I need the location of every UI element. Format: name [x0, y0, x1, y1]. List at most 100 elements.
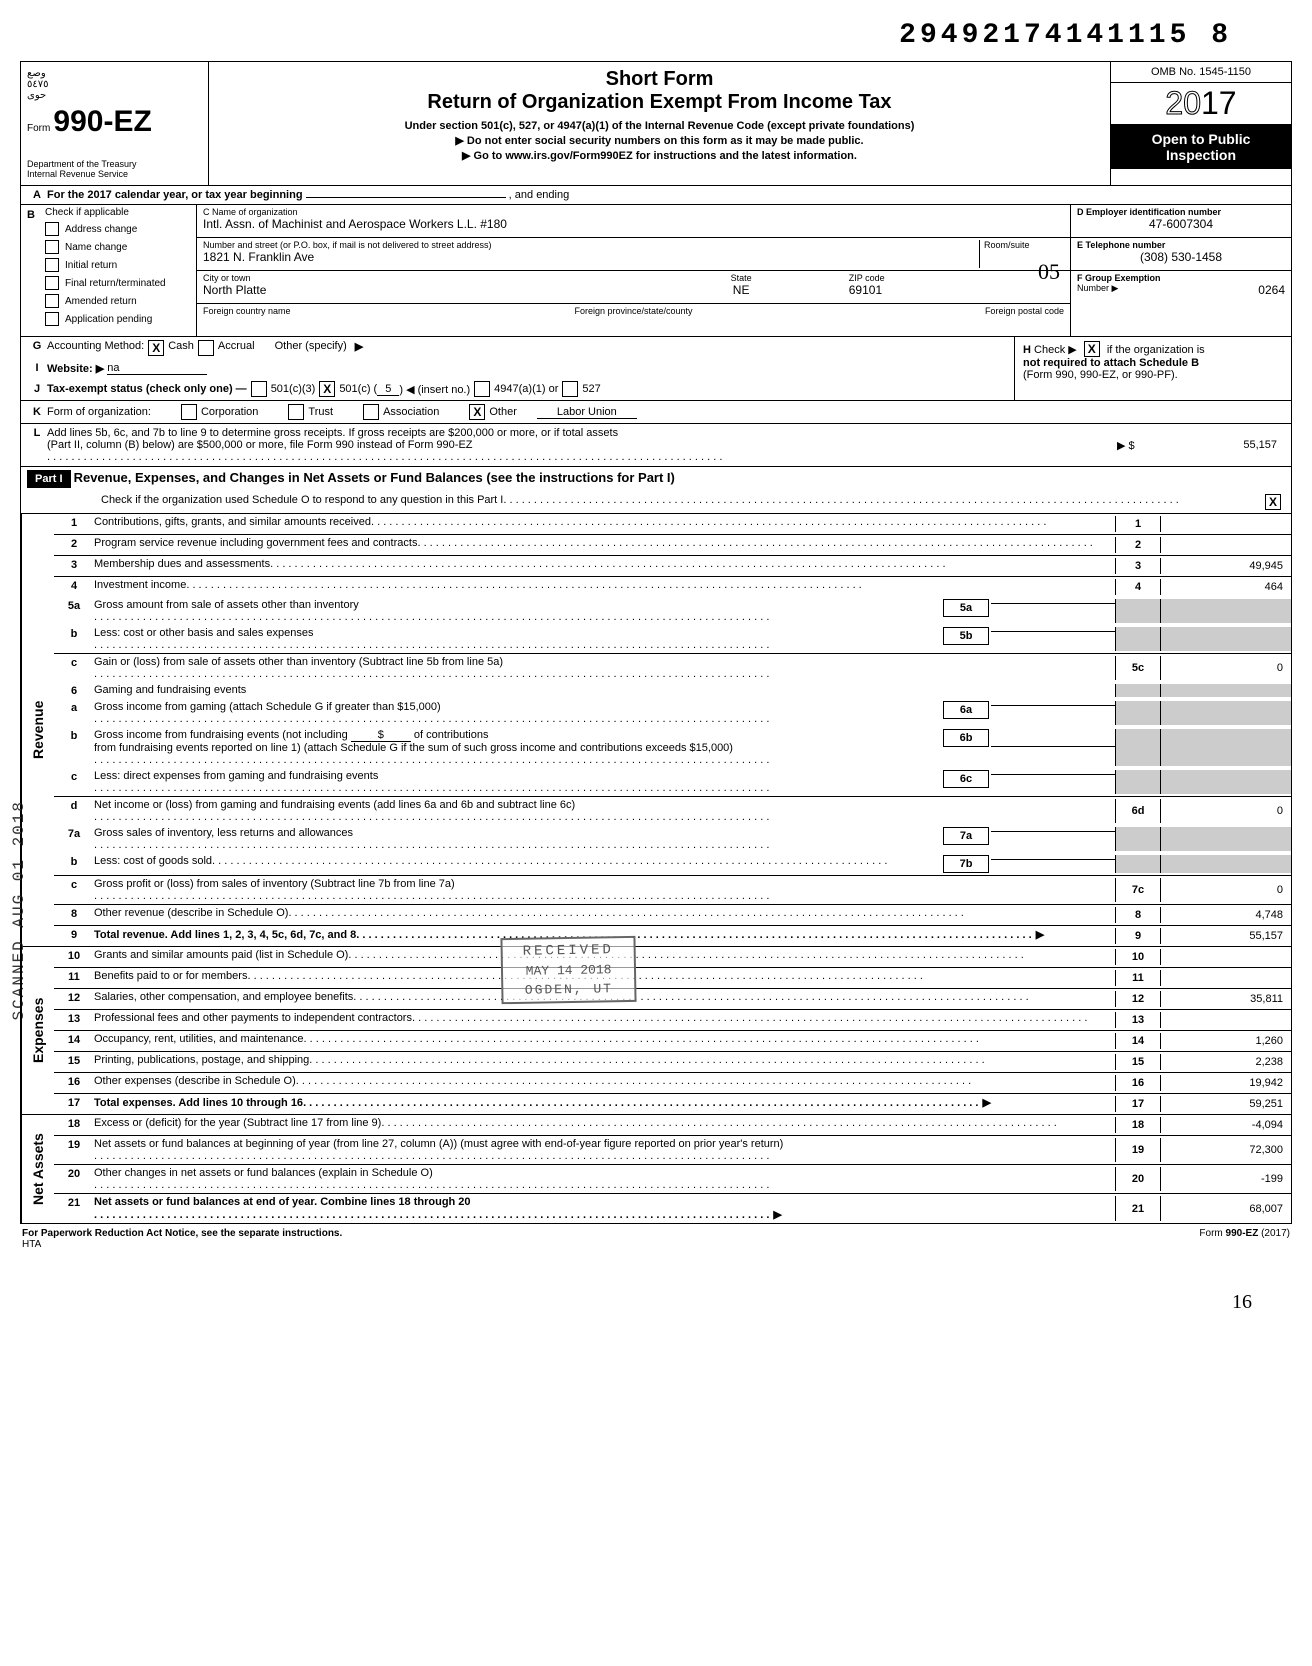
4947-checkbox[interactable]	[474, 381, 490, 397]
other-method-label: Other (specify)	[275, 340, 347, 356]
application-pending-label: Application pending	[65, 314, 152, 325]
department-label: Department of the Treasury	[27, 159, 202, 169]
address-change-checkbox[interactable]	[45, 222, 59, 236]
year-value: 17	[1201, 85, 1237, 121]
open-public-2: Inspection	[1117, 147, 1285, 163]
stamp-received: RECEIVED	[523, 942, 614, 960]
name-change-checkbox[interactable]	[45, 240, 59, 254]
netassets-label: Net Assets	[21, 1115, 54, 1223]
form-prefix: Form	[27, 123, 50, 134]
h-text2: if the organization is	[1107, 344, 1205, 356]
other-org-label: Other	[489, 406, 517, 418]
other-org-checkbox[interactable]: X	[469, 404, 485, 420]
line-l-arrow: ▶ $	[1117, 439, 1157, 463]
501c3-checkbox[interactable]	[251, 381, 267, 397]
received-stamp: RECEIVED MAY 14 2018 OGDEN, UT	[500, 936, 636, 1004]
final-return-label: Final return/terminated	[65, 278, 166, 289]
initial-return-checkbox[interactable]	[45, 258, 59, 272]
line-l-text2: (Part II, column (B) below) are $500,000…	[47, 439, 473, 451]
section-bcd: B Check if applicable Address change Nam…	[20, 205, 1292, 337]
amended-return-label: Amended return	[65, 296, 137, 307]
foreign-postal-label: Foreign postal code	[777, 306, 1064, 334]
title-note3: Go to www.irs.gov/Form990EZ for instruct…	[474, 150, 857, 162]
footer-left: For Paperwork Reduction Act Notice, see …	[22, 1228, 342, 1239]
trust-label: Trust	[308, 406, 333, 418]
year-prefix: 20	[1165, 85, 1201, 121]
cash-label: Cash	[168, 340, 194, 356]
org-name: Intl. Assn. of Machinist and Aerospace W…	[203, 217, 1064, 231]
footer-hta: HTA	[22, 1239, 342, 1250]
netassets-section: Net Assets 18 Excess or (deficit) for th…	[20, 1115, 1292, 1224]
ein-label: D Employer identification number	[1077, 207, 1221, 217]
title-line2: Return of Organization Exempt From Incom…	[219, 91, 1100, 114]
group-label: F Group Exemption	[1077, 273, 1161, 283]
foreign-country-label: Foreign country name	[203, 306, 490, 334]
zip-label: ZIP code	[849, 273, 1064, 283]
form-org-label: Form of organization:	[47, 406, 151, 418]
footer: For Paperwork Reduction Act Notice, see …	[20, 1224, 1292, 1254]
stamp-date: MAY 14 2018	[523, 962, 614, 979]
phone-label: E Telephone number	[1077, 240, 1165, 250]
tax-exempt-label: Tax-exempt status (check only one) —	[47, 383, 247, 395]
corporation-checkbox[interactable]	[181, 404, 197, 420]
schedule-b-checkbox[interactable]: X	[1084, 341, 1100, 357]
zip-value: 69101	[849, 283, 1064, 297]
accrual-label: Accrual	[218, 340, 255, 356]
501c-checkbox[interactable]: X	[319, 381, 335, 397]
line-a: A For the 2017 calendar year, or tax yea…	[20, 186, 1292, 205]
title-line1: Short Form	[219, 68, 1100, 91]
association-checkbox[interactable]	[363, 404, 379, 420]
part1-check-text: Check if the organization used Schedule …	[101, 494, 503, 506]
form-header: وصع٥٤٧٥حوى Form 990-EZ Department of the…	[20, 61, 1292, 186]
line-l: L Add lines 5b, 6c, and 7b to line 9 to …	[20, 424, 1292, 467]
room-label: Room/suite	[984, 240, 1064, 250]
501c-end: ) ◀ (insert no.)	[399, 383, 470, 396]
handwritten-note: 05	[1038, 259, 1060, 285]
final-return-checkbox[interactable]	[45, 276, 59, 290]
revenue-section: Revenue 1 Contributions, gifts, grants, …	[20, 514, 1292, 947]
part1-title: Revenue, Expenses, and Changes in Net As…	[74, 470, 675, 485]
revenue-label: Revenue	[21, 514, 54, 946]
group-value: 0264	[1118, 283, 1285, 297]
association-label: Association	[383, 406, 439, 418]
group-label2: Number ▶	[1077, 283, 1118, 297]
line-l-text1: Add lines 5b, 6c, and 7b to line 9 to de…	[47, 427, 618, 439]
line-a-text: For the 2017 calendar year, or tax year …	[47, 189, 303, 201]
street-label: Number and street (or P.O. box, if mail …	[203, 240, 979, 250]
phone-value: (308) 530-1458	[1077, 250, 1285, 264]
4947-label: 4947(a)(1) or	[494, 383, 558, 395]
h-text4: (Form 990, 990-EZ, or 990-PF).	[1023, 369, 1283, 381]
website-value: na	[107, 362, 207, 375]
501c3-label: 501(c)(3)	[271, 383, 316, 395]
state-value: NE	[634, 283, 849, 297]
org-name-label: C Name of organization	[203, 207, 1064, 217]
address-change-label: Address change	[65, 224, 137, 235]
line-l-value: 55,157	[1157, 439, 1285, 463]
website-label: Website: ▶	[47, 362, 104, 375]
line-a-end: , and ending	[509, 189, 570, 201]
foreign-province-label: Foreign province/state/county	[490, 306, 777, 334]
page-corner: 16	[1232, 1291, 1252, 1314]
cash-checkbox[interactable]: X	[148, 340, 164, 356]
h-text1: Check ▶	[1034, 344, 1077, 356]
amended-return-checkbox[interactable]	[45, 294, 59, 308]
other-org-value: Labor Union	[537, 406, 637, 419]
schedule-o-checkbox[interactable]: X	[1265, 494, 1281, 510]
footer-right: Form 990-EZ (2017)	[1199, 1228, 1290, 1250]
corporation-label: Corporation	[201, 406, 258, 418]
document-id: 29492174141115 8	[20, 20, 1292, 51]
state-label: State	[634, 273, 849, 283]
accrual-checkbox[interactable]	[198, 340, 214, 356]
initial-return-label: Initial return	[65, 260, 117, 271]
city-value: North Platte	[203, 283, 634, 297]
check-if-applicable: Check if applicable	[45, 207, 129, 218]
application-pending-checkbox[interactable]	[45, 312, 59, 326]
title-note2: Do not enter social security numbers on …	[467, 135, 864, 147]
street-value: 1821 N. Franklin Ave	[203, 250, 979, 264]
527-checkbox[interactable]	[562, 381, 578, 397]
527-label: 527	[582, 383, 600, 395]
line-k: K Form of organization: Corporation Trus…	[20, 401, 1292, 424]
trust-checkbox[interactable]	[288, 404, 304, 420]
part1-label: Part I	[27, 470, 71, 488]
city-label: City or town	[203, 273, 634, 283]
